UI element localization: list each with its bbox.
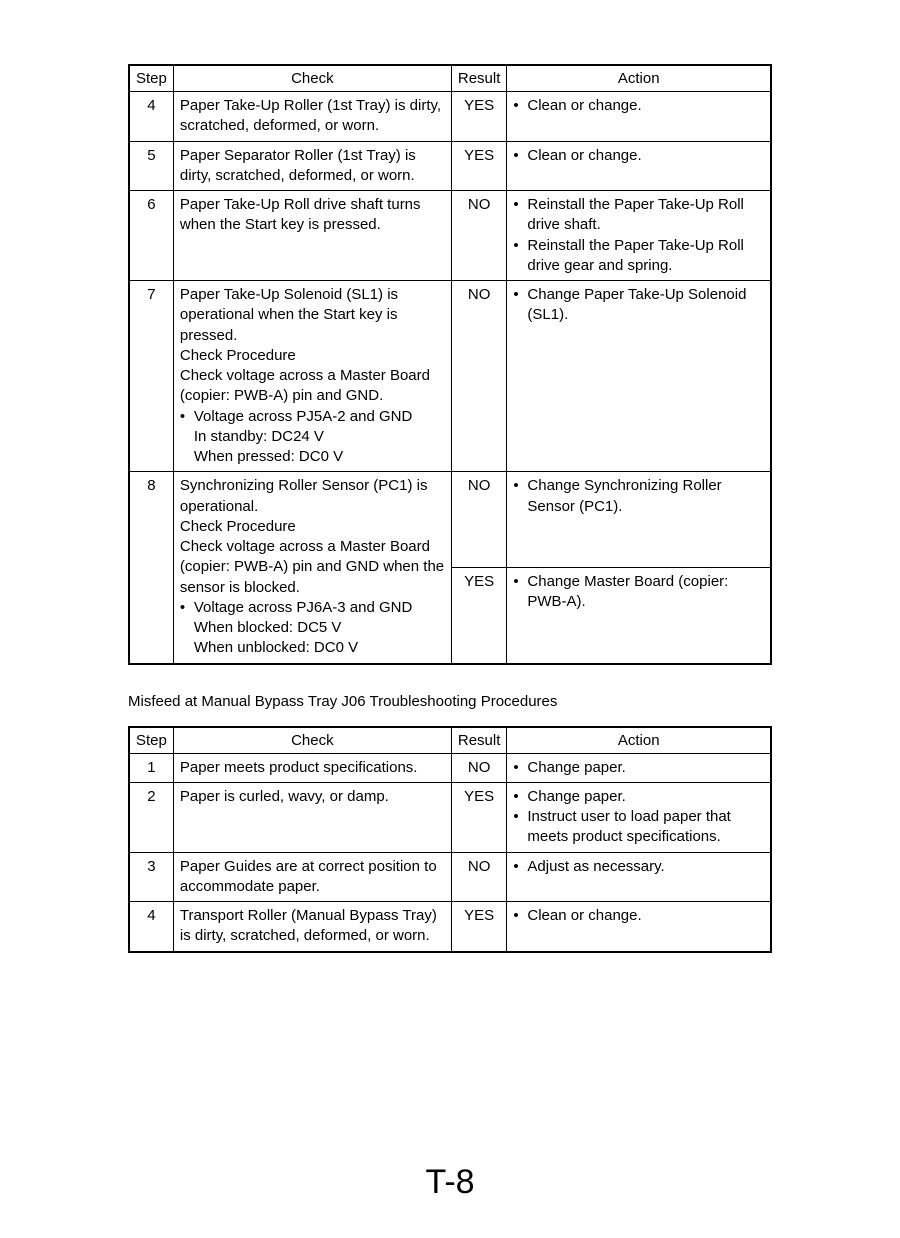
header-action: Action (507, 65, 771, 92)
action-list: Reinstall the Paper Take-Up Roll drive s… (513, 195, 764, 276)
action-item: Instruct user to load paper that meets p… (513, 807, 764, 848)
header-result: Result (451, 727, 507, 754)
action-item: Change paper. (513, 758, 764, 778)
step-cell: 5 (129, 141, 173, 191)
header-check: Check (173, 727, 451, 754)
table-row: 8 Synchronizing Roller Sensor (PC1) is o… (129, 472, 771, 567)
check-bullet-list: Voltage across PJ5A-2 and GND (180, 407, 445, 427)
action-cell: Clean or change. (507, 141, 771, 191)
action-cell: Clean or change. (507, 92, 771, 142)
result-cell: NO (451, 472, 507, 567)
check-cell: Paper Separator Roller (1st Tray) is dir… (173, 141, 451, 191)
action-cell: Change paper. Instruct user to load pape… (507, 782, 771, 852)
check-bullet: Voltage across PJ6A-3 and GND (180, 598, 445, 618)
step-cell: 8 (129, 472, 173, 664)
header-check: Check (173, 65, 451, 92)
header-step: Step (129, 727, 173, 754)
check-sub: In standby: DC24 V (180, 427, 445, 447)
result-cell: NO (451, 191, 507, 281)
action-list: Change Paper Take-Up Solenoid (SL1). (513, 285, 764, 326)
action-item: Change Paper Take-Up Solenoid (SL1). (513, 285, 764, 326)
step-cell: 7 (129, 281, 173, 472)
table-row: 6 Paper Take-Up Roll drive shaft turns w… (129, 191, 771, 281)
troubleshoot-table-2: Step Check Result Action 1 Paper meets p… (128, 726, 772, 953)
action-list: Change Synchronizing Roller Sensor (PC1)… (513, 476, 764, 517)
header-step: Step (129, 65, 173, 92)
action-list: Change paper. (513, 758, 764, 778)
check-cell: Synchronizing Roller Sensor (PC1) is ope… (173, 472, 451, 664)
check-proc-title: Check Procedure (180, 346, 445, 366)
check-bullet-list: Voltage across PJ6A-3 and GND (180, 598, 445, 618)
action-item: Change Master Board (copier: PWB-A). (513, 572, 764, 613)
action-item: Reinstall the Paper Take-Up Roll drive g… (513, 236, 764, 277)
action-cell: Reinstall the Paper Take-Up Roll drive s… (507, 191, 771, 281)
table-row: 4 Transport Roller (Manual Bypass Tray) … (129, 902, 771, 952)
check-cell: Paper meets product specifications. (173, 753, 451, 782)
action-item: Clean or change. (513, 906, 764, 926)
table-row: 4 Paper Take-Up Roller (1st Tray) is dir… (129, 92, 771, 142)
action-item: Change Synchronizing Roller Sensor (PC1)… (513, 476, 764, 517)
action-cell: Adjust as necessary. (507, 852, 771, 902)
result-cell: NO (451, 281, 507, 472)
action-item: Clean or change. (513, 146, 764, 166)
table-header-row: Step Check Result Action (129, 65, 771, 92)
page-number: T-8 (0, 1163, 900, 1202)
check-cell: Paper is curled, wavy, or damp. (173, 782, 451, 852)
action-list: Clean or change. (513, 906, 764, 926)
check-proc-body: Check voltage across a Master Board (cop… (180, 537, 445, 598)
table-row: 3 Paper Guides are at correct position t… (129, 852, 771, 902)
step-cell: 4 (129, 902, 173, 952)
table-row: 2 Paper is curled, wavy, or damp. YES Ch… (129, 782, 771, 852)
action-cell: Clean or change. (507, 902, 771, 952)
step-cell: 4 (129, 92, 173, 142)
check-sub: When unblocked: DC0 V (180, 638, 445, 658)
action-list: Clean or change. (513, 146, 764, 166)
action-item: Clean or change. (513, 96, 764, 116)
check-cell: Paper Take-Up Roller (1st Tray) is dirty… (173, 92, 451, 142)
result-cell: NO (451, 852, 507, 902)
table-header-row: Step Check Result Action (129, 727, 771, 754)
action-list: Clean or change. (513, 96, 764, 116)
result-cell: YES (451, 902, 507, 952)
step-cell: 2 (129, 782, 173, 852)
troubleshoot-table-1: Step Check Result Action 4 Paper Take-Up… (128, 64, 772, 665)
result-cell: YES (451, 141, 507, 191)
action-list: Adjust as necessary. (513, 857, 764, 877)
action-cell: Change paper. (507, 753, 771, 782)
step-cell: 6 (129, 191, 173, 281)
step-cell: 1 (129, 753, 173, 782)
check-intro: Paper Take-Up Solenoid (SL1) is operatio… (180, 285, 445, 346)
check-sub: When pressed: DC0 V (180, 447, 445, 467)
header-result: Result (451, 65, 507, 92)
result-cell: YES (451, 782, 507, 852)
action-item: Reinstall the Paper Take-Up Roll drive s… (513, 195, 764, 236)
result-cell: YES (451, 92, 507, 142)
check-cell: Transport Roller (Manual Bypass Tray) is… (173, 902, 451, 952)
action-item: Change paper. (513, 787, 764, 807)
action-list: Change Master Board (copier: PWB-A). (513, 572, 764, 613)
table-row: 5 Paper Separator Roller (1st Tray) is d… (129, 141, 771, 191)
table-row: 1 Paper meets product specifications. NO… (129, 753, 771, 782)
page-content: Step Check Result Action 4 Paper Take-Up… (0, 0, 900, 953)
check-cell: Paper Take-Up Solenoid (SL1) is operatio… (173, 281, 451, 472)
action-cell: Change Paper Take-Up Solenoid (SL1). (507, 281, 771, 472)
check-proc-body: Check voltage across a Master Board (cop… (180, 366, 445, 407)
check-intro: Synchronizing Roller Sensor (PC1) is ope… (180, 476, 445, 517)
action-cell: Change Synchronizing Roller Sensor (PC1)… (507, 472, 771, 567)
header-action: Action (507, 727, 771, 754)
step-cell: 3 (129, 852, 173, 902)
check-sub: When blocked: DC5 V (180, 618, 445, 638)
check-bullet: Voltage across PJ5A-2 and GND (180, 407, 445, 427)
table-row: 7 Paper Take-Up Solenoid (SL1) is operat… (129, 281, 771, 472)
check-cell: Paper Guides are at correct position to … (173, 852, 451, 902)
result-cell: NO (451, 753, 507, 782)
section-title: Misfeed at Manual Bypass Tray J06 Troubl… (128, 693, 772, 710)
result-cell: YES (451, 567, 507, 663)
action-list: Change paper. Instruct user to load pape… (513, 787, 764, 848)
check-cell: Paper Take-Up Roll drive shaft turns whe… (173, 191, 451, 281)
check-proc-title: Check Procedure (180, 517, 445, 537)
action-cell: Change Master Board (copier: PWB-A). (507, 567, 771, 663)
action-item: Adjust as necessary. (513, 857, 764, 877)
